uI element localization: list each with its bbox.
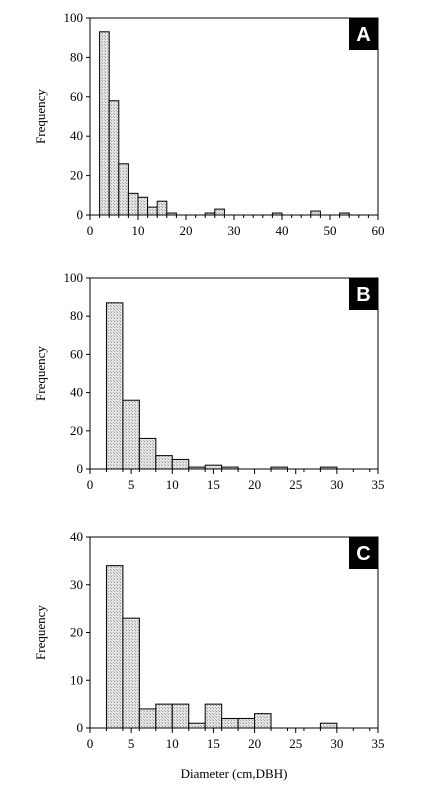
panel-label: B xyxy=(356,284,370,306)
plot-frame xyxy=(89,277,379,470)
histogram-bar xyxy=(221,717,239,729)
plot-frame xyxy=(89,17,379,216)
histogram-bar xyxy=(171,458,190,470)
x-tick-label: 35 xyxy=(372,477,385,492)
histogram-bar xyxy=(204,464,223,470)
histogram-bar xyxy=(108,100,120,216)
x-tick-label: 25 xyxy=(289,477,302,492)
histogram-bar xyxy=(171,703,190,729)
y-tick-label: 80 xyxy=(70,308,83,323)
x-tick-label: 50 xyxy=(324,223,337,238)
histogram-bar xyxy=(214,208,225,216)
histogram-bar xyxy=(105,565,124,729)
panel-label-badge xyxy=(349,18,378,50)
x-tick-label: 30 xyxy=(228,223,241,238)
histogram-bar xyxy=(122,399,140,470)
y-tick-label: 20 xyxy=(70,423,83,438)
panel-c: 0 10 20 30 40 0 5 10 15 20 25 30 35 Frequency Diameter… xyxy=(33,529,385,781)
x-tick-label: 30 xyxy=(330,736,343,751)
x-tick-label: 25 xyxy=(289,736,302,751)
y-tick-label: 20 xyxy=(70,625,83,640)
histogram-bar xyxy=(319,722,338,729)
y-tick-label: 20 xyxy=(70,168,83,183)
histogram-bar xyxy=(254,713,272,729)
histogram-bar xyxy=(99,31,110,216)
x-tick-label: 15 xyxy=(207,736,220,751)
panel-label-badge xyxy=(349,278,378,310)
x-tick-label: 10 xyxy=(166,477,179,492)
histogram-bar xyxy=(118,163,129,216)
x-tick-label: 0 xyxy=(87,223,94,238)
x-tick-label: 5 xyxy=(128,477,135,492)
y-tick-label: 40 xyxy=(70,385,83,400)
y-axis-label: Frequency xyxy=(33,89,48,144)
histogram-bar xyxy=(138,437,157,470)
panel-label: C xyxy=(356,543,370,565)
histogram-bar xyxy=(122,617,140,729)
y-tick-label: 60 xyxy=(70,346,83,361)
y-tick-label: 0 xyxy=(77,461,84,476)
histogram-bar xyxy=(237,717,256,729)
y-tick-label: 0 xyxy=(77,207,84,222)
y-tick-label: 10 xyxy=(70,672,83,687)
histogram-bar xyxy=(155,703,173,729)
y-tick-label: 100 xyxy=(64,270,84,285)
x-tick-label: 60 xyxy=(372,223,385,238)
x-tick-label: 0 xyxy=(87,736,94,751)
y-tick-label: 100 xyxy=(64,10,84,25)
x-tick-label: 15 xyxy=(207,477,220,492)
histogram-bar xyxy=(204,703,223,729)
x-tick-label: 0 xyxy=(87,477,94,492)
x-tick-label: 10 xyxy=(166,736,179,751)
histogram-bar xyxy=(310,210,321,216)
x-tick-label: 20 xyxy=(248,477,261,492)
x-tick-label: 5 xyxy=(128,736,135,751)
x-tick-label: 40 xyxy=(276,223,289,238)
y-tick-label: 80 xyxy=(70,49,83,64)
y-tick-label: 40 xyxy=(70,529,83,544)
histogram-bar xyxy=(105,302,124,470)
histogram-bar xyxy=(188,722,206,729)
panel-label-badge xyxy=(349,537,378,569)
x-tick-label: 35 xyxy=(372,736,385,751)
panel-label: A xyxy=(356,24,370,46)
x-tick-label: 30 xyxy=(330,477,343,492)
x-tick-label: 20 xyxy=(248,736,261,751)
y-axis-label: Frequency xyxy=(33,346,48,401)
y-axis-label: Frequency xyxy=(33,605,48,660)
panel-b: 0 20 40 60 80 100 0 5 10 15 20 25 30 35 Frequency B xyxy=(33,270,385,492)
histogram-bar xyxy=(137,196,149,216)
panel-a: 0 20 40 60 80 100 0 10 20 30 40 50 60 Frequency A xyxy=(33,10,385,238)
y-tick-label: 40 xyxy=(70,128,83,143)
x-tick-label: 20 xyxy=(180,223,193,238)
histogram-bar xyxy=(155,455,173,470)
y-tick-label: 60 xyxy=(70,89,83,104)
y-tick-label: 0 xyxy=(77,720,84,735)
histogram-bar xyxy=(138,708,157,729)
histogram-bar xyxy=(147,206,158,216)
histogram-bar xyxy=(127,192,139,216)
y-tick-label: 30 xyxy=(70,577,83,592)
x-tick-label: 10 xyxy=(132,223,145,238)
histogram-bar xyxy=(156,200,168,216)
x-axis-label: Diameter (cm,DBH) xyxy=(181,766,288,781)
